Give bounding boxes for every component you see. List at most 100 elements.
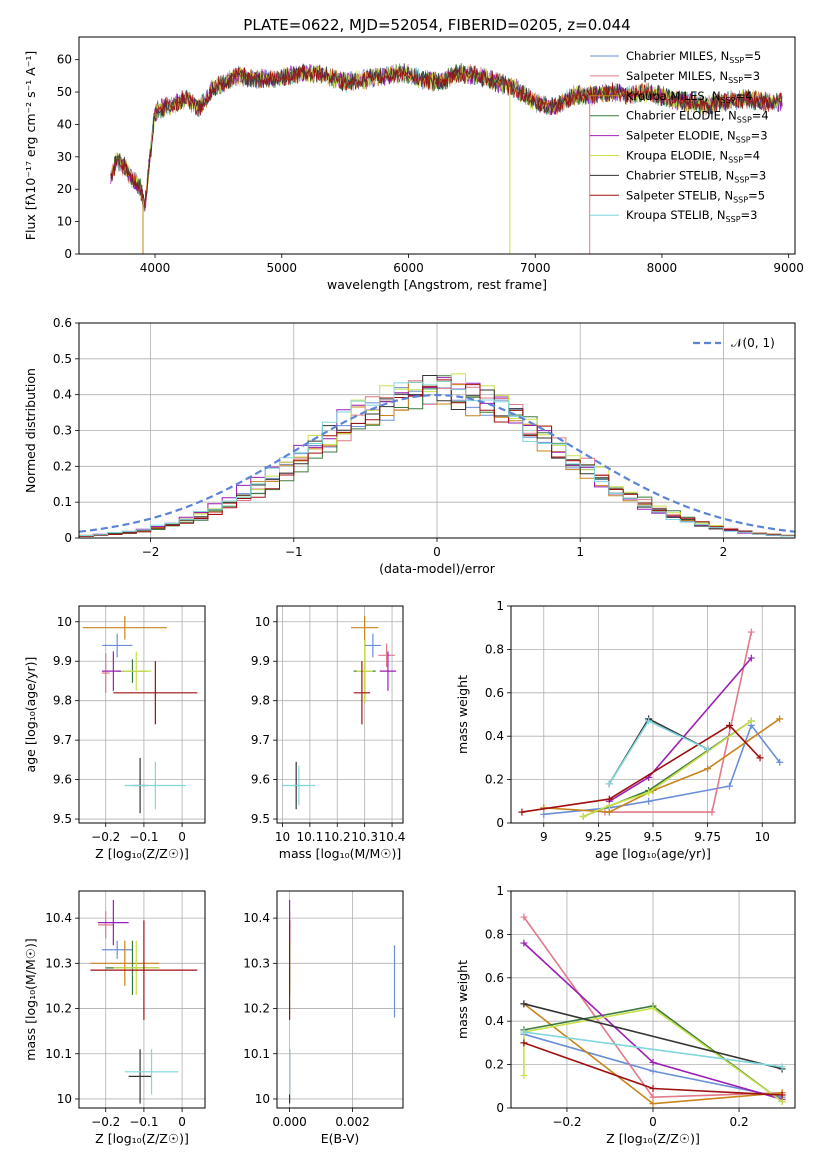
- axes-frame: −0.2 −0.1 0 10 10.1 10.2 10.3 10.4 Z [log₁₀(Z/Z☉…: [23, 911, 189, 1146]
- mass-weight-marker: [747, 717, 755, 725]
- y-tick-label: 0: [64, 247, 72, 261]
- mass-weight-marker: [649, 1058, 657, 1066]
- mass-weight-marker: [649, 1093, 657, 1101]
- x-axis-label: mass [log₁₀(M/M☉)]: [279, 846, 401, 861]
- legend-sub: SSP: [729, 56, 744, 65]
- legend-entry: Salpeter STELIB, NSSP=5: [626, 188, 765, 204]
- x-tick-label: 8000: [647, 261, 678, 275]
- histogram-series: [79, 375, 795, 537]
- axes-frame: −0.2 −0.1 0 9.5 9.6 9.7 9.8 9.9 10 Z [log₁₀(Z/Z☉)…: [23, 615, 189, 861]
- axes-frame: −2 −1 0 1 2 0 0.1 0.2 0.3 0.4 0.5 0.6 (data-model)/e…: [23, 316, 727, 576]
- figure-title: PLATE=0622, MJD=52054, FIBERID=0205, z=0…: [243, 16, 630, 34]
- x-tick-label: 2: [720, 545, 728, 559]
- x-tick-label: 6000: [393, 261, 424, 275]
- legend-entry: Salpeter MILES, NSSP=3: [626, 69, 760, 85]
- mass-weight-marker: [778, 1063, 786, 1071]
- mass-weight-marker: [520, 913, 528, 921]
- spectrum-line-salpeter_stelib: [110, 64, 783, 208]
- y-tick-label: 20: [57, 182, 72, 196]
- plot-area: [282, 615, 397, 810]
- legend-label: Kroupa MILES, N: [626, 89, 721, 103]
- mass-weight-marker: [704, 765, 712, 773]
- y-tick-label: 10.2: [243, 1002, 270, 1016]
- legend-entry: Kroupa ELODIE, NSSP=4: [626, 149, 760, 165]
- mass-weight-marker: [520, 1000, 528, 1008]
- axes-border: [510, 605, 796, 824]
- y-tick-label: 0.2: [53, 459, 72, 473]
- mass-weight-marker: [649, 1100, 657, 1108]
- y-axis-label: Normed distribution: [23, 368, 38, 493]
- legend-suffix: =3: [743, 69, 760, 83]
- legend-sub: SSP: [721, 96, 736, 105]
- legend-suffix: =4: [743, 149, 760, 163]
- y-tick-label: 0.8: [485, 642, 504, 656]
- legend-suffix: =3: [751, 129, 768, 143]
- mass-weight-marker: [649, 1004, 657, 1012]
- x-axis-label: age [log₁₀(age/yr)]: [595, 846, 711, 861]
- panel-mass-vs-ebv: 0.000 0.002 10 10.1 10.2 10.3 10.4 E(B-V): [243, 890, 404, 1146]
- y-tick-label: 60: [57, 53, 72, 67]
- y-tick-label: 0: [64, 531, 72, 545]
- mass-weight-line: [523, 1003, 783, 1070]
- legend-sub: SSP: [737, 116, 752, 125]
- legend-suffix: =5: [744, 49, 761, 63]
- y-tick-label: 9.9: [251, 654, 270, 668]
- x-tick-label: 10.2: [324, 830, 351, 844]
- y-tick-label: 0.6: [485, 686, 504, 700]
- y-tick-label: 10.3: [243, 956, 270, 970]
- panel-mass-weight-vs-age: 9 9.25 9.5 9.75 10 0 0.2 0.4 0.6 0.8 1 age [log₁₀(a…: [455, 599, 796, 861]
- panel-age-vs-z: −0.2 −0.1 0 9.5 9.6 9.7 9.8 9.9 10 Z [log₁₀(Z/Z☉)…: [23, 605, 206, 861]
- panel-age-vs-mass: 10 10.1 10.2 10.3 10.4 9.5 9.6 9.7 9.8 9.9 10 mass …: [251, 605, 405, 861]
- legend-sub: SSP: [728, 76, 743, 85]
- y-tick-label: 50: [57, 85, 72, 99]
- x-tick-label: 0.002: [335, 1115, 369, 1129]
- x-tick-label: −2: [142, 545, 160, 559]
- mass-weight-marker: [756, 754, 764, 762]
- legend-sub: SSP: [728, 156, 743, 165]
- mass-weight-marker: [520, 1039, 528, 1047]
- legend-sub: SSP: [734, 175, 749, 184]
- legend-suffix: =5: [748, 188, 765, 202]
- mass-weight-marker: [540, 810, 548, 818]
- panel-mass-weight-vs-z: −0.2 0 0.2 0 0.2 0.4 0.6 0.8 1 Z [log₁₀(Z/Z☉)] mas…: [455, 884, 796, 1146]
- y-tick-label: 10.2: [45, 1002, 72, 1016]
- mass-weight-marker: [747, 654, 755, 662]
- legend-sub: SSP: [736, 136, 751, 145]
- mass-weight-marker: [747, 628, 755, 636]
- panel-residuals: −2 −1 0 1 2 0 0.1 0.2 0.3 0.4 0.5 0.6 (data-model)/e…: [23, 316, 796, 576]
- mass-weight-marker: [518, 808, 526, 816]
- plot-area: [518, 628, 784, 820]
- mass-weight-marker: [778, 1097, 786, 1105]
- y-tick-label: 10.4: [243, 911, 270, 925]
- y-tick-label: 1: [496, 599, 504, 613]
- y-axis-label: mass [log₁₀(M/M☉)]: [23, 938, 38, 1060]
- x-axis-label: E(B-V): [321, 1131, 360, 1146]
- mass-weight-marker: [704, 745, 712, 753]
- x-tick-label: −0.2: [91, 830, 120, 844]
- y-axis-label: mass weight: [455, 960, 470, 1039]
- axes-border: [78, 890, 206, 1109]
- y-tick-label: 10: [57, 1092, 72, 1106]
- legend-label: Salpeter MILES, N: [626, 69, 728, 83]
- legend-entry: Kroupa STELIB, NSSP=3: [626, 208, 757, 224]
- y-tick-label: 10: [57, 615, 72, 629]
- y-tick-label: 10.1: [243, 1047, 270, 1061]
- y-tick-label: 9.7: [251, 733, 270, 747]
- y-tick-label: 10.3: [45, 956, 72, 970]
- y-tick-label: 0.8: [485, 927, 504, 941]
- x-tick-label: 4000: [140, 261, 171, 275]
- legend-sub: SSP: [726, 215, 741, 224]
- legend-entry: Chabrier MILES, NSSP=5: [626, 49, 761, 65]
- mass-weight-marker: [708, 808, 716, 816]
- x-tick-label: 0.000: [272, 1115, 306, 1129]
- y-tick-label: 0.2: [485, 1058, 504, 1072]
- y-axis-label: mass weight: [455, 675, 470, 754]
- x-tick-label: 10: [755, 830, 770, 844]
- x-axis-label: Z [log₁₀(Z/Z☉)]: [606, 1131, 700, 1146]
- x-tick-label: 9.25: [585, 830, 612, 844]
- y-tick-label: 10.4: [45, 911, 72, 925]
- axes-border: [276, 890, 404, 1109]
- x-tick-label: 10.1: [297, 830, 324, 844]
- y-tick-label: 10: [255, 615, 270, 629]
